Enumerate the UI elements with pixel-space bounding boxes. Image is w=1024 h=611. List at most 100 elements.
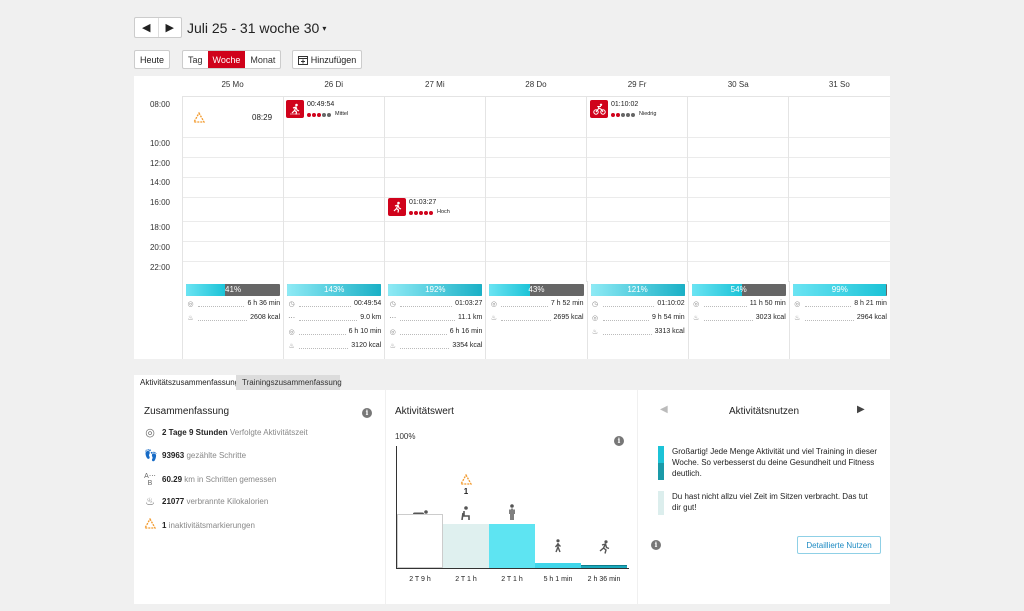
hour-label: 08:00 [149,100,170,109]
day-summary[interactable]: 41% ◎ 6 h 36 min ♨ 2608 kcal [182,281,283,359]
activity-time-icon: ◎ [389,328,396,336]
prev-week-button[interactable]: ◀ [142,22,151,34]
bar-label: 2 T 9 h [409,576,431,583]
calendar-add-icon [297,55,308,65]
hour-label: 18:00 [149,223,170,232]
day-header: 27 Mi [425,80,445,89]
distance-icon: ⋯ [389,314,397,322]
stat-value: 11 h 50 min [749,300,786,307]
day-header: 25 Mo [221,80,244,89]
running-icon [388,198,406,216]
training-event[interactable]: 00:49:54 Mittel [286,100,348,119]
activity-bar-standing [489,524,535,568]
running-icon [286,100,304,118]
activity-benefit-panel: ◀ Aktivitätsnutzen ▶ Großartig! Jede Men… [638,390,890,604]
day-headers: 25 Mo 26 Di 27 Mi 28 Do 29 Fr 30 Sa 31 S… [182,76,890,96]
day-summary[interactable]: 99% ◎ 8 h 21 min ♨ 2964 kcal [788,281,890,359]
stat-value: 3354 kcal [452,342,483,349]
summary-value: 60.29 [162,475,183,484]
stat-value: 6 h 16 min [449,328,483,335]
benefit-message: Großartig! Jede Menge Aktivität und viel… [658,446,878,480]
stat-value: 9 h 54 min [651,314,685,321]
event-level: Niedrig [639,111,657,117]
next-benefit-button[interactable]: ▶ [857,404,865,415]
hour-label: 10:00 [149,139,170,148]
calories-icon: ♨ [490,314,498,322]
today-button[interactable]: Heute [134,50,170,69]
chevron-down-icon: ▾ [322,23,327,33]
training-event[interactable]: 01:10:02 Niedrig [590,100,656,119]
info-icon[interactable]: i [362,408,372,418]
event-duration: 00:49:54 [307,101,335,108]
day-summary[interactable]: 121% ◷ 01:10:02 ◎ 9 h 54 min ♨ 3313 kcal [586,281,688,359]
next-week-button[interactable]: ▶ [157,18,182,37]
event-duration: 01:03:27 [409,199,437,206]
view-day-button[interactable]: Tag [188,54,203,65]
summary-panel: Zusammenfassung i ◎ 2 Tage 9 Stunden Ver… [134,390,385,604]
bar-label: 2 h 36 min [587,576,621,583]
week-calendar: 25 Mo 26 Di 27 Mi 28 Do 29 Fr 30 Sa 31 S… [134,76,890,359]
benefit-swatch [658,446,664,480]
prev-benefit-button[interactable]: ◀ [660,404,668,415]
intensity-dots: Hoch [409,208,450,217]
date-range-selector[interactable]: Juli 25 - 31 woche 30 ▾ [187,20,326,36]
activity-axis [396,446,397,568]
view-week-button[interactable]: Woche [207,51,246,68]
activity-goal-bar: 41% [186,284,281,296]
summary-row: ♨ 21077 verbrannte Kilokalorien [144,495,268,508]
day-summary[interactable]: 192% ◷ 01:03:27 ⋯ 11.1 km ◎ 6 h 16 min ♨ 335… [384,281,485,359]
day-summary[interactable]: 143% ◷ 00:49:54 ⋯ 9.0 km ◎ 6 h 10 min ♨ 3120… [283,281,384,359]
activity-time-icon: ◎ [693,300,700,308]
activity-time-icon: ◎ [187,300,194,308]
info-icon[interactable]: i [651,540,661,550]
calories-icon: ♨ [187,314,194,322]
stat-value: 3313 kcal [654,328,685,335]
stat-value: 3120 kcal [351,342,382,349]
tab-training-summary[interactable]: Trainingszusammenfassung [236,375,342,390]
day-header: 29 Fr [627,80,647,89]
time-grid[interactable] [182,96,890,282]
walking-icon [535,539,581,556]
stat-value: 2964 kcal [856,314,887,321]
inactivity-count: 1 [463,487,469,496]
info-icon[interactable]: i [614,436,624,446]
running-icon [581,540,627,557]
summary-value: 21077 [162,497,185,506]
sitting-icon [443,506,489,523]
training-event[interactable]: 01:03:27 Hoch [388,198,450,217]
stat-value: 00:49:54 [354,300,382,307]
view-switcher: Tag Woche Monat [182,50,282,69]
intensity-dots: Mittel [307,110,348,119]
activity-bar-sitting [443,524,489,568]
day-header: 28 Do [525,80,547,89]
inactivity-warning-icon[interactable] [193,112,205,123]
detailed-benefits-button[interactable]: Detaillierte Nutzen [797,536,881,554]
stat-value: 7 h 52 min [550,300,584,307]
benefit-swatch [658,491,664,515]
training-time-icon: ◷ [591,300,599,308]
bar-label: 2 T 1 h [455,576,477,583]
activity-goal-bar: 54% [691,284,786,296]
inactivity-icon [143,517,157,532]
stat-value: 11.1 km [457,314,483,321]
stat-value: 3023 kcal [755,314,786,321]
tab-activity-summary[interactable]: Aktivitätszusammenfassung [134,375,239,390]
add-button[interactable]: Hinzufügen [292,50,362,69]
date-range-title: Juli 25 - 31 woche 30 [187,20,320,36]
view-month-button[interactable]: Monat [250,54,276,65]
summary-label: verbrannte Kilokalorien [186,497,269,506]
benefit-message-text: Großartig! Jede Menge Aktivität und viel… [672,447,877,478]
event-level: Mittel [335,111,349,117]
summary-label: km in Schritten gemessen [184,475,277,484]
calories-icon: ♨ [389,342,396,350]
day-summary[interactable]: 54% ◎ 11 h 50 min ♨ 3023 kcal [687,281,789,359]
stat-value: 8 h 21 min [854,300,887,307]
week-navigation: ◀ ▶ [134,17,182,38]
activity-bar-walking [535,563,581,568]
calories-icon: ♨ [145,496,155,508]
summary-label: gezählte Schritte [186,451,247,460]
day-header: 26 Di [324,80,344,89]
day-summary[interactable]: 43% ◎ 7 h 52 min ♨ 2695 kcal [485,281,586,359]
training-time-icon: ◷ [288,300,295,308]
cycling-icon [590,100,608,118]
